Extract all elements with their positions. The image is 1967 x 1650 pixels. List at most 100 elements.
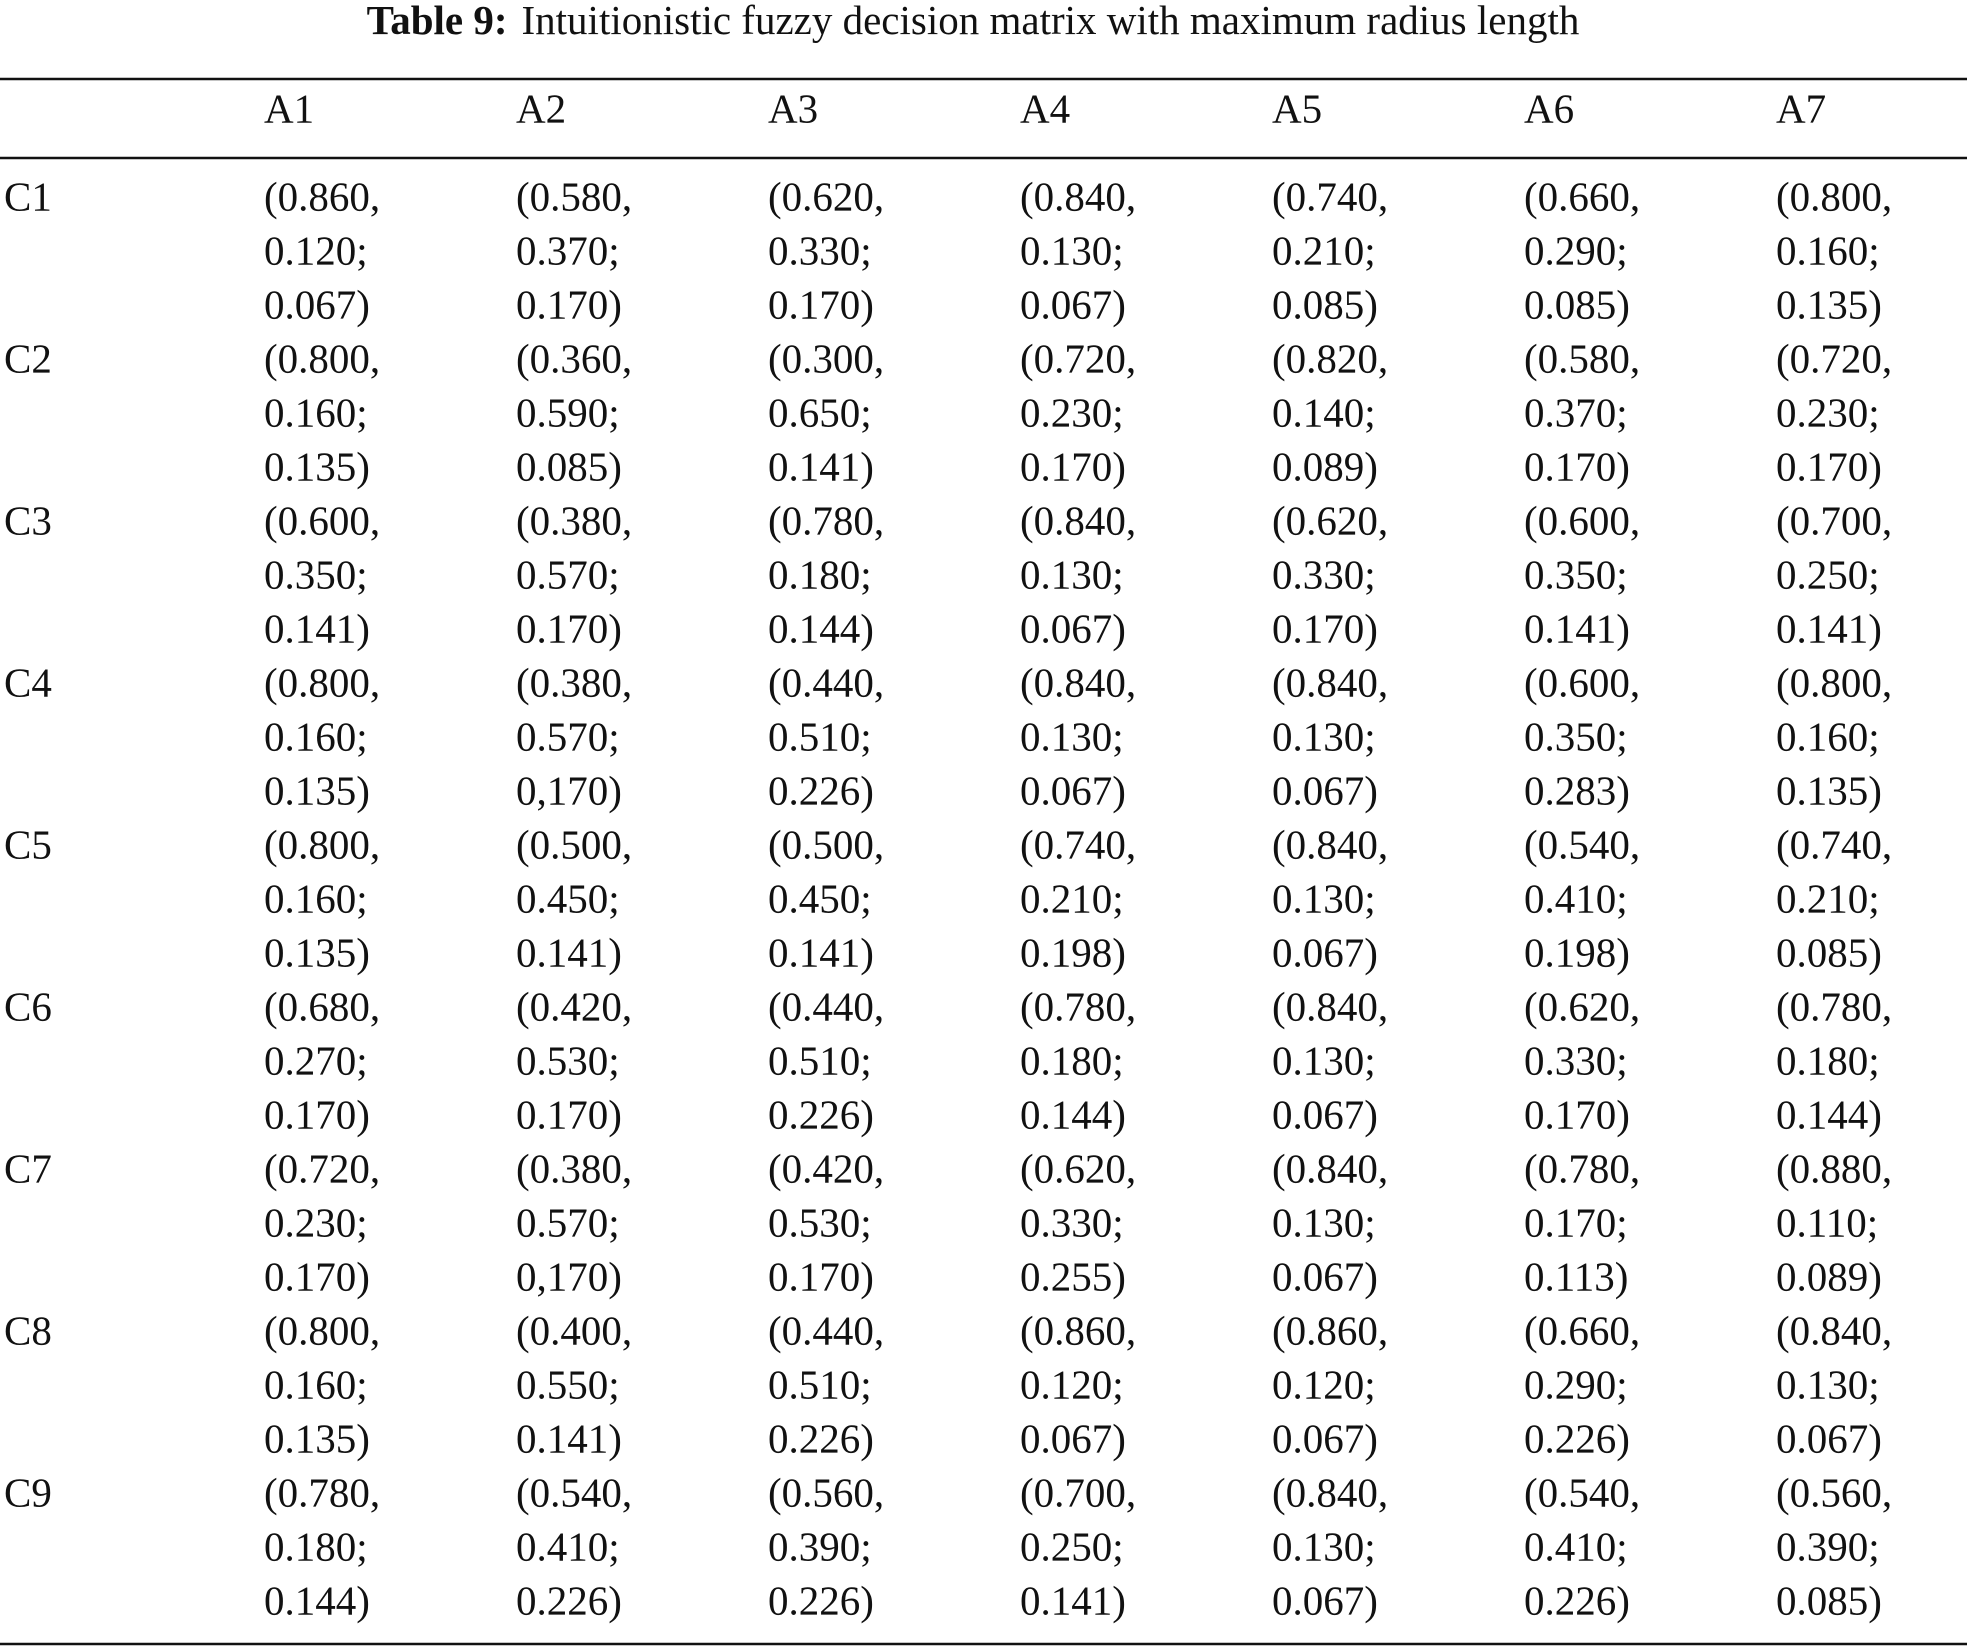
cell-line: (0.780, (1020, 983, 1136, 1029)
cell-line: 0.085) (1776, 929, 1882, 975)
cell-line: 0.170) (768, 281, 874, 327)
cell-line: 0.135) (1776, 767, 1882, 813)
cell-line: 0.170) (1524, 443, 1630, 489)
cell-line: 0.570; (516, 1199, 620, 1245)
cell-line: 0.130; (1272, 875, 1376, 921)
cell-line: (0.560, (1776, 1469, 1892, 1515)
cell-line: 0.226) (516, 1577, 622, 1623)
cell-line: 0.230; (264, 1199, 368, 1245)
cell-line: 0.370; (516, 227, 620, 273)
cell-line: 0.370; (1524, 389, 1628, 435)
cell-line: 0.530; (516, 1037, 620, 1083)
cell-line: 0.130; (1020, 551, 1124, 597)
cell-line: 0.390; (768, 1523, 872, 1569)
caption-label: Table 9: (367, 0, 508, 43)
cell-line: 0.067) (1020, 281, 1126, 327)
cell-line: (0.500, (768, 821, 884, 867)
cell-line: (0.620, (1524, 983, 1640, 1029)
cell-line: (0.560, (768, 1469, 884, 1515)
cell-line: 0.170) (768, 1253, 874, 1299)
cell-line: 0.089) (1272, 443, 1378, 489)
column-header: A3 (768, 85, 818, 131)
cell-line: 0.144) (768, 605, 874, 651)
cell-line: 0.085) (516, 443, 622, 489)
cell-line: 0.226) (768, 767, 874, 813)
cell-line: 0.067) (1272, 1577, 1378, 1623)
cell-line: 0.089) (1776, 1253, 1882, 1299)
cell-line: 0.130; (1272, 1523, 1376, 1569)
cell-line: (0.800, (264, 659, 380, 705)
caption-text: Intuitionistic fuzzy decision matrix wit… (522, 0, 1580, 43)
column-header: A2 (516, 85, 566, 131)
cell-line: (0.620, (1272, 497, 1388, 543)
row-label: C7 (4, 1145, 52, 1191)
cell-line: 0.067) (1272, 1253, 1378, 1299)
cell-line: 0.120; (1272, 1361, 1376, 1407)
cell-line: (0.800, (264, 335, 380, 381)
cell-line: (0.780, (1524, 1145, 1640, 1191)
cell-line: 0.198) (1524, 929, 1630, 975)
cell-line: 0.180; (264, 1523, 368, 1569)
cell-line: 0.141) (516, 1415, 622, 1461)
cell-line: (0.600, (264, 497, 380, 543)
cell-line: 0.170) (264, 1091, 370, 1137)
cell-line: (0.360, (516, 335, 632, 381)
row-label: C3 (4, 497, 52, 543)
cell-line: (0.860, (1272, 1307, 1388, 1353)
cell-line: (0.440, (768, 659, 884, 705)
cell-line: (0.800, (1776, 173, 1892, 219)
cell-line: 0.570; (516, 713, 620, 759)
cell-line: 0.450; (516, 875, 620, 921)
cell-line: 0.067) (1020, 767, 1126, 813)
cell-line: (0.440, (768, 983, 884, 1029)
cell-line: 0.170) (264, 1253, 370, 1299)
cell-line: 0.130; (1020, 713, 1124, 759)
cell-line: 0.141) (1776, 605, 1882, 651)
cell-line: 0.113) (1524, 1253, 1628, 1299)
cell-line: 0.160; (264, 713, 368, 759)
cell-line: (0.540, (1524, 1469, 1640, 1515)
cell-line: 0.141) (768, 929, 874, 975)
cell-line: (0.740, (1020, 821, 1136, 867)
cell-line: 0.141) (516, 929, 622, 975)
cell-line: (0.720, (264, 1145, 380, 1191)
cell-line: 0.255) (1020, 1253, 1126, 1299)
cell-line: 0.141) (1524, 605, 1630, 651)
cell-line: 0.450; (768, 875, 872, 921)
cell-line: (0.840, (1020, 497, 1136, 543)
cell-line: 0.135) (1776, 281, 1882, 327)
row-label: C4 (4, 659, 52, 705)
cell-line: (0.660, (1524, 173, 1640, 219)
cell-line: (0.720, (1020, 335, 1136, 381)
cell-line: 0.170) (1272, 605, 1378, 651)
column-header: A1 (264, 85, 314, 131)
cell-line: 0.170) (1020, 443, 1126, 489)
cell-line: 0.120; (1020, 1361, 1124, 1407)
cell-line: (0.780, (264, 1469, 380, 1515)
cell-line: 0.510; (768, 1361, 872, 1407)
cell-line: 0.067) (264, 281, 370, 327)
cell-line: 0.085) (1524, 281, 1630, 327)
cell-line: 0.270; (264, 1037, 368, 1083)
cell-line: (0.540, (1524, 821, 1640, 867)
cell-line: 0.160; (264, 875, 368, 921)
cell-line: 0.067) (1272, 1091, 1378, 1137)
column-header: A6 (1524, 85, 1574, 131)
row-label: C9 (4, 1469, 52, 1515)
cell-line: (0.380, (516, 497, 632, 543)
cell-line: (0.840, (1272, 821, 1388, 867)
cell-line: 0.410; (516, 1523, 620, 1569)
cell-line: 0.330; (1020, 1199, 1124, 1245)
cell-line: (0.660, (1524, 1307, 1640, 1353)
cell-line: 0.226) (1524, 1577, 1630, 1623)
row-label: C2 (4, 335, 52, 381)
cell-line: 0.330; (768, 227, 872, 273)
cell-line: 0.120; (264, 227, 368, 273)
cell-line: (0.840, (1272, 983, 1388, 1029)
cell-line: 0.141) (1020, 1577, 1126, 1623)
cell-line: 0.130; (1020, 227, 1124, 273)
cell-line: (0.580, (1524, 335, 1640, 381)
cell-line: 0.067) (1776, 1415, 1882, 1461)
row-label: C1 (4, 173, 52, 219)
